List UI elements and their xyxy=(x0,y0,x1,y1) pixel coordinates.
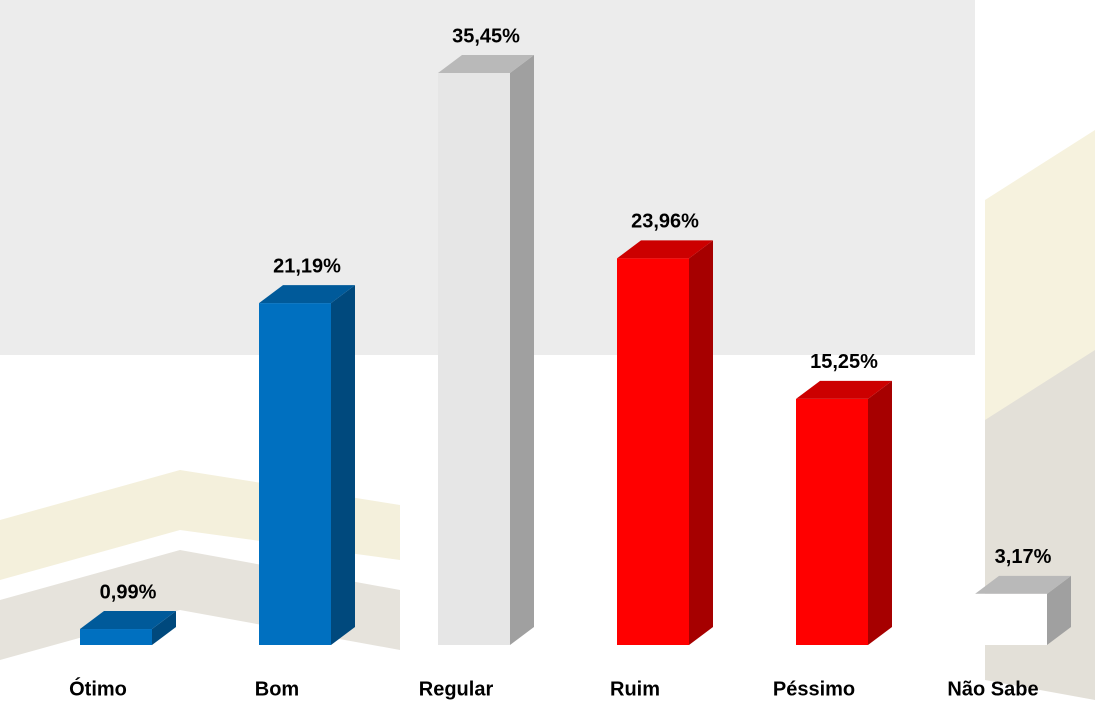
value-label: 15,25% xyxy=(810,351,878,373)
category-label: Ruim xyxy=(610,678,660,700)
bar-side xyxy=(1047,575,1071,645)
value-label: 23,96% xyxy=(631,211,699,233)
value-label: 21,19% xyxy=(273,255,341,277)
category-label: Ótimo xyxy=(69,676,127,700)
category-label: Regular xyxy=(419,678,494,700)
bar-top xyxy=(975,575,1071,594)
bar xyxy=(259,303,331,645)
bar-top xyxy=(259,285,355,304)
bar xyxy=(975,593,1047,645)
bar xyxy=(80,629,152,645)
bar-side xyxy=(868,380,892,645)
bar-side xyxy=(689,240,713,646)
bar-side xyxy=(331,285,355,645)
bar xyxy=(617,258,689,645)
value-label: 3,17% xyxy=(995,546,1052,568)
category-label: Péssimo xyxy=(773,678,855,700)
bar-side xyxy=(152,611,176,645)
value-label: 0,99% xyxy=(100,581,157,603)
bar-side xyxy=(510,55,534,645)
bar-top xyxy=(438,55,534,73)
bar xyxy=(438,73,510,645)
bar-top xyxy=(80,611,176,630)
bar-top xyxy=(796,380,892,399)
category-label: Não Sabe xyxy=(947,678,1038,700)
value-label: 35,45% xyxy=(452,25,520,47)
bar xyxy=(796,398,868,645)
bar-top xyxy=(617,240,713,259)
category-label: Bom xyxy=(255,678,299,700)
